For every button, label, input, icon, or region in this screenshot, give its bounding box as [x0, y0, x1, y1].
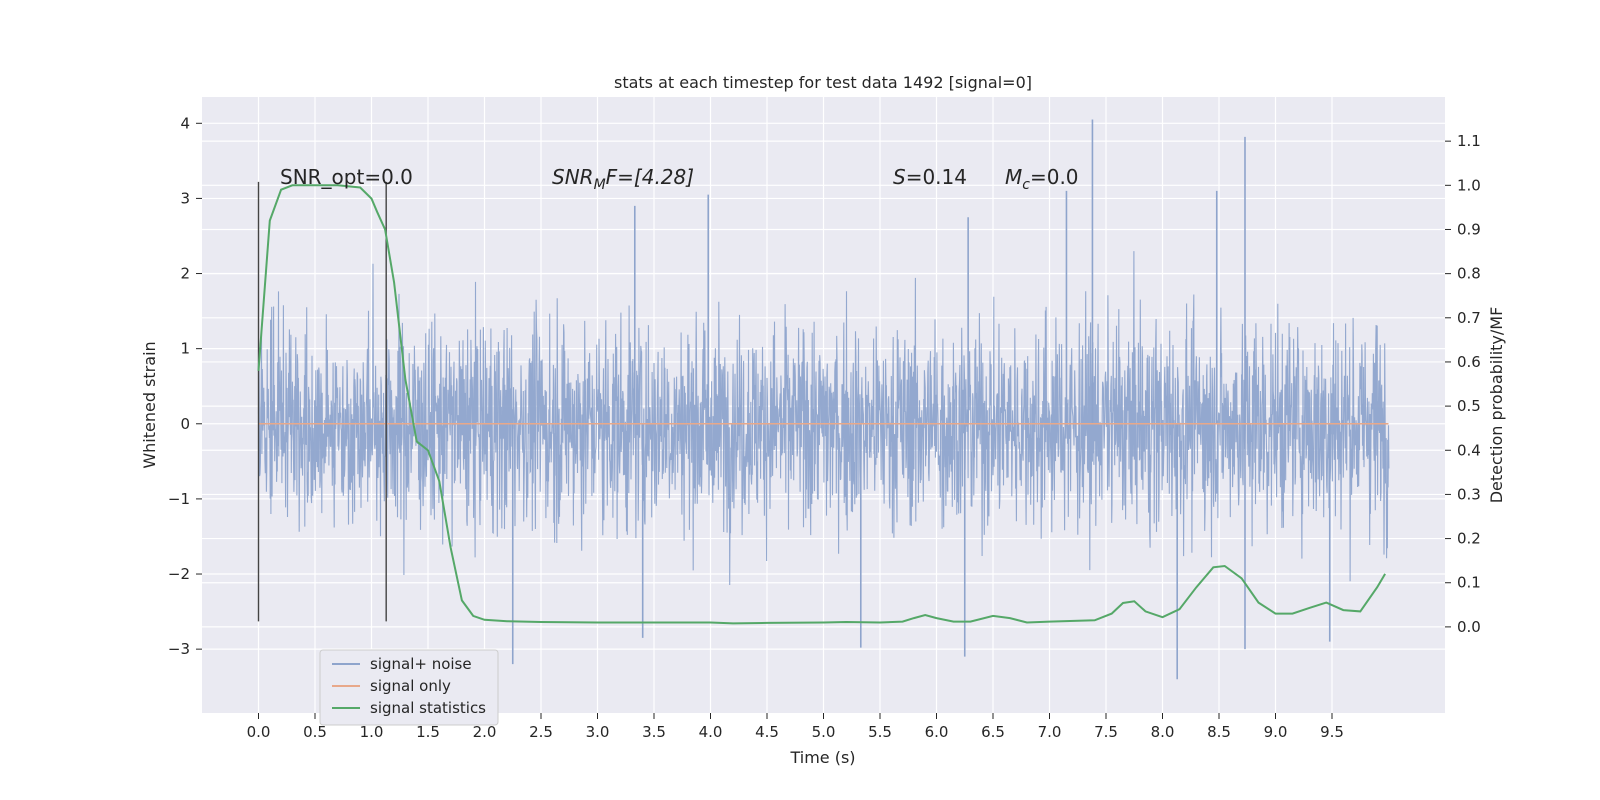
- x-tick-label: 5.0: [812, 723, 836, 741]
- y2-tick-label: 0.2: [1457, 530, 1481, 548]
- y2-tick-label: 0.7: [1457, 309, 1481, 327]
- legend-label-signal-statistics: signal statistics: [370, 699, 486, 717]
- y-axis-label: Whitened strain: [140, 341, 159, 468]
- y2-tick-label: 1.0: [1457, 176, 1481, 194]
- x-tick-label: 1.5: [416, 723, 440, 741]
- y2-tick-label: 0.3: [1457, 485, 1481, 503]
- y-tick-label: 1: [180, 340, 190, 358]
- legend-label-signal-noise: signal+ noise: [370, 655, 472, 673]
- y2-tick-label: 0.6: [1457, 353, 1481, 371]
- signal-noise-trace: [257, 251, 1390, 586]
- x-tick-label: 2.0: [473, 723, 497, 741]
- x-axis-label: Time (s): [789, 748, 855, 767]
- legend-box: [319, 649, 499, 726]
- y-tick-label: −3: [168, 640, 190, 658]
- signal-noise-series: [257, 119, 1390, 680]
- y-tick-label: 4: [180, 114, 190, 132]
- y2-axis-ticks: 1.1 1.0 0.9 0.8 0.7 0.6 0.5 0.4 0.3 0.2 0.1 0.0: [1445, 132, 1481, 636]
- y-tick-label: −2: [168, 565, 190, 583]
- x-tick-label: 0.0: [247, 723, 271, 741]
- x-tick-label: 6.0: [925, 723, 949, 741]
- x-tick-label: 3.5: [642, 723, 666, 741]
- y-tick-label: 0: [180, 415, 190, 433]
- x-tick-label: 1.0: [360, 723, 384, 741]
- signal-statistics-series: [257, 184, 1386, 625]
- x-tick-label: 2.5: [529, 723, 553, 741]
- y2-axis-label: Detection probability/MF: [1487, 307, 1506, 504]
- x-tick-label: 7.0: [1038, 723, 1062, 741]
- y2-tick-label: 1.1: [1457, 132, 1481, 150]
- x-tick-label: 0.5: [303, 723, 327, 741]
- y-tick-label: −1: [168, 490, 190, 508]
- y2-tick-label: 0.0: [1457, 618, 1481, 636]
- snr-mf-annotation: SNRMF=[4.28]: [552, 165, 694, 193]
- x-tick-label: 7.5: [1094, 723, 1118, 741]
- y-axis-ticks: 4 3 2 1 0 −1 −2 −3: [168, 114, 202, 658]
- legend: signal+ noise signal only signal statist…: [319, 649, 499, 726]
- window-markers: [257, 181, 387, 622]
- x-tick-label: 4.5: [755, 723, 779, 741]
- y2-tick-label: 0.1: [1457, 574, 1481, 592]
- snr-opt-annotation: SNR_opt=0.0: [280, 165, 413, 189]
- chart-title: stats at each timestep for test data 149…: [614, 73, 1032, 92]
- y2-tick-label: 0.9: [1457, 220, 1481, 238]
- x-tick-label: 6.5: [981, 723, 1005, 741]
- y2-tick-label: 0.8: [1457, 265, 1481, 283]
- x-tick-label: 5.5: [868, 723, 892, 741]
- x-axis-ticks: 0.0 0.5 1.0 1.5 2.0 2.5 3.0 3.5 4.0 4.5 5.0 5.5 6.0 6…: [247, 713, 1344, 741]
- x-tick-label: 9.0: [1264, 723, 1288, 741]
- y2-tick-label: 0.5: [1457, 397, 1481, 415]
- s-annotation: S=0.14: [893, 165, 967, 189]
- x-tick-label: 8.0: [1151, 723, 1175, 741]
- y2-tick-label: 0.4: [1457, 441, 1481, 459]
- y-tick-label: 2: [180, 265, 190, 283]
- legend-label-signal-only: signal only: [370, 677, 451, 695]
- x-tick-label: 3.0: [586, 723, 610, 741]
- mc-annotation: Mc=0.0: [1005, 165, 1079, 193]
- x-tick-label: 4.0: [699, 723, 723, 741]
- x-tick-label: 9.5: [1320, 723, 1344, 741]
- x-tick-label: 8.5: [1207, 723, 1231, 741]
- y-tick-label: 3: [180, 189, 190, 207]
